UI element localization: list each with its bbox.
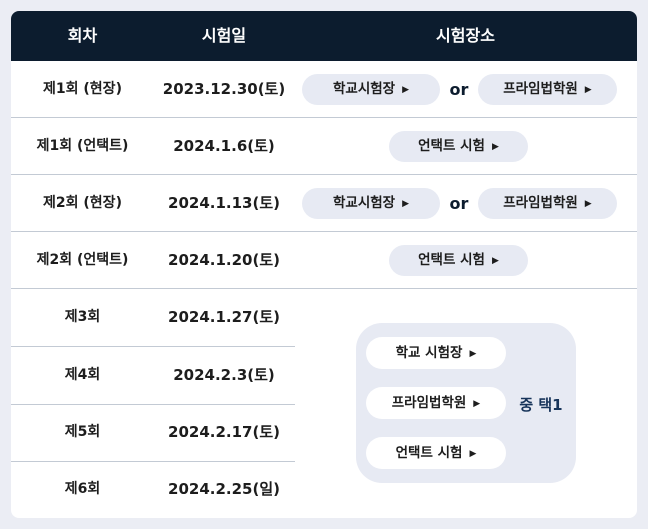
untact-exam-label: 언택트 시험: [418, 252, 485, 268]
academy-venue-button[interactable]: 프라임법학원 ▶: [478, 188, 617, 219]
round-cell: 제2회 (현장): [43, 195, 122, 211]
table-row: 제1회 (언택트) 2024.1.6(토) 언택트 시험 ▶: [11, 118, 637, 175]
academy-venue-button[interactable]: 프라임법학원 ▶: [366, 387, 506, 419]
date-cell: 2024.2.3(토): [173, 366, 275, 384]
untact-exam-button[interactable]: 언택트 시험 ▶: [389, 131, 528, 162]
academy-venue-label: 프라임법학원: [391, 395, 467, 411]
school-venue-button[interactable]: 학교 시험장 ▶: [366, 337, 506, 369]
school-venue-label: 학교시험장: [332, 195, 396, 211]
row-divider: [11, 461, 295, 462]
play-arrow-icon: ▶: [469, 349, 477, 359]
exam-schedule-table: 회차 시험일 시험장소 제1회 (현장) 2023.12.30(토) 학교시험장…: [11, 11, 637, 518]
choose-one-text: 중 택1: [519, 396, 563, 414]
header-place: 시험장소: [436, 26, 495, 45]
round-cell: 제1회 (언택트): [36, 138, 129, 154]
header-round: 회차: [67, 26, 98, 45]
round-cell: 제3회: [64, 309, 101, 325]
table-row: 제6회 2024.2.25(일): [11, 461, 637, 518]
play-arrow-icon: ▶: [469, 449, 477, 459]
untact-exam-label: 언택트 시험: [395, 445, 463, 461]
untact-exam-button[interactable]: 언택트 시험 ▶: [366, 437, 506, 469]
school-venue-button[interactable]: 학교시험장 ▶: [302, 188, 440, 219]
play-arrow-icon: ▶: [473, 399, 481, 409]
table-row: 제1회 (현장) 2023.12.30(토) 학교시험장 ▶ or 프라임법학원 ▶: [11, 61, 637, 118]
date-cell: 2024.2.17(토): [168, 423, 280, 441]
play-arrow-icon: ▶: [491, 256, 499, 266]
header-date: 시험일: [201, 26, 247, 45]
school-venue-label: 학교 시험장: [395, 345, 463, 361]
date-cell: 2024.1.20(토): [168, 251, 280, 269]
school-venue-label: 학교시험장: [332, 81, 396, 97]
school-venue-button[interactable]: 학교시험장 ▶: [302, 74, 440, 105]
table-row: 제3회 2024.1.27(토): [11, 289, 637, 346]
row-divider: [11, 404, 295, 405]
round-cell: 제6회: [64, 481, 101, 497]
date-cell: 2024.1.27(토): [168, 308, 280, 326]
play-arrow-icon: ▶: [491, 142, 499, 152]
or-text: or: [449, 80, 469, 99]
date-cell: 2024.1.13(토): [168, 194, 280, 212]
round-cell: 제1회 (현장): [43, 81, 122, 97]
academy-venue-button[interactable]: 프라임법학원 ▶: [478, 74, 617, 105]
round-cell: 제5회: [64, 424, 101, 440]
untact-exam-button[interactable]: 언택트 시험 ▶: [389, 245, 528, 276]
round-cell: 제2회 (언택트): [36, 252, 129, 268]
untact-exam-label: 언택트 시험: [418, 138, 485, 154]
date-cell: 2024.2.25(일): [168, 480, 280, 498]
date-cell: 2023.12.30(토): [162, 80, 286, 98]
academy-venue-label: 프라임법학원: [503, 195, 578, 211]
play-arrow-icon: ▶: [584, 85, 592, 95]
venue-choice-group: 학교 시험장 ▶ 프라임법학원 ▶ 언택트 시험 ▶ 중 택1: [356, 323, 576, 483]
table-header: 회차 시험일 시험장소: [11, 11, 637, 61]
play-arrow-icon: ▶: [402, 199, 410, 209]
table-row: 제2회 (언택트) 2024.1.20(토) 언택트 시험 ▶: [11, 232, 637, 289]
table-row: 제4회 2024.2.3(토): [11, 347, 637, 404]
table-row: 제2회 (현장) 2024.1.13(토) 학교시험장 ▶ or 프라임법학원 ▶: [11, 175, 637, 232]
date-cell: 2024.1.6(토): [173, 137, 275, 155]
row-divider: [11, 346, 295, 347]
table-row: 제5회 2024.2.17(토): [11, 404, 637, 461]
round-cell: 제4회: [64, 367, 101, 383]
play-arrow-icon: ▶: [584, 199, 592, 209]
academy-venue-label: 프라임법학원: [503, 81, 578, 97]
play-arrow-icon: ▶: [402, 85, 410, 95]
or-text: or: [449, 194, 469, 213]
